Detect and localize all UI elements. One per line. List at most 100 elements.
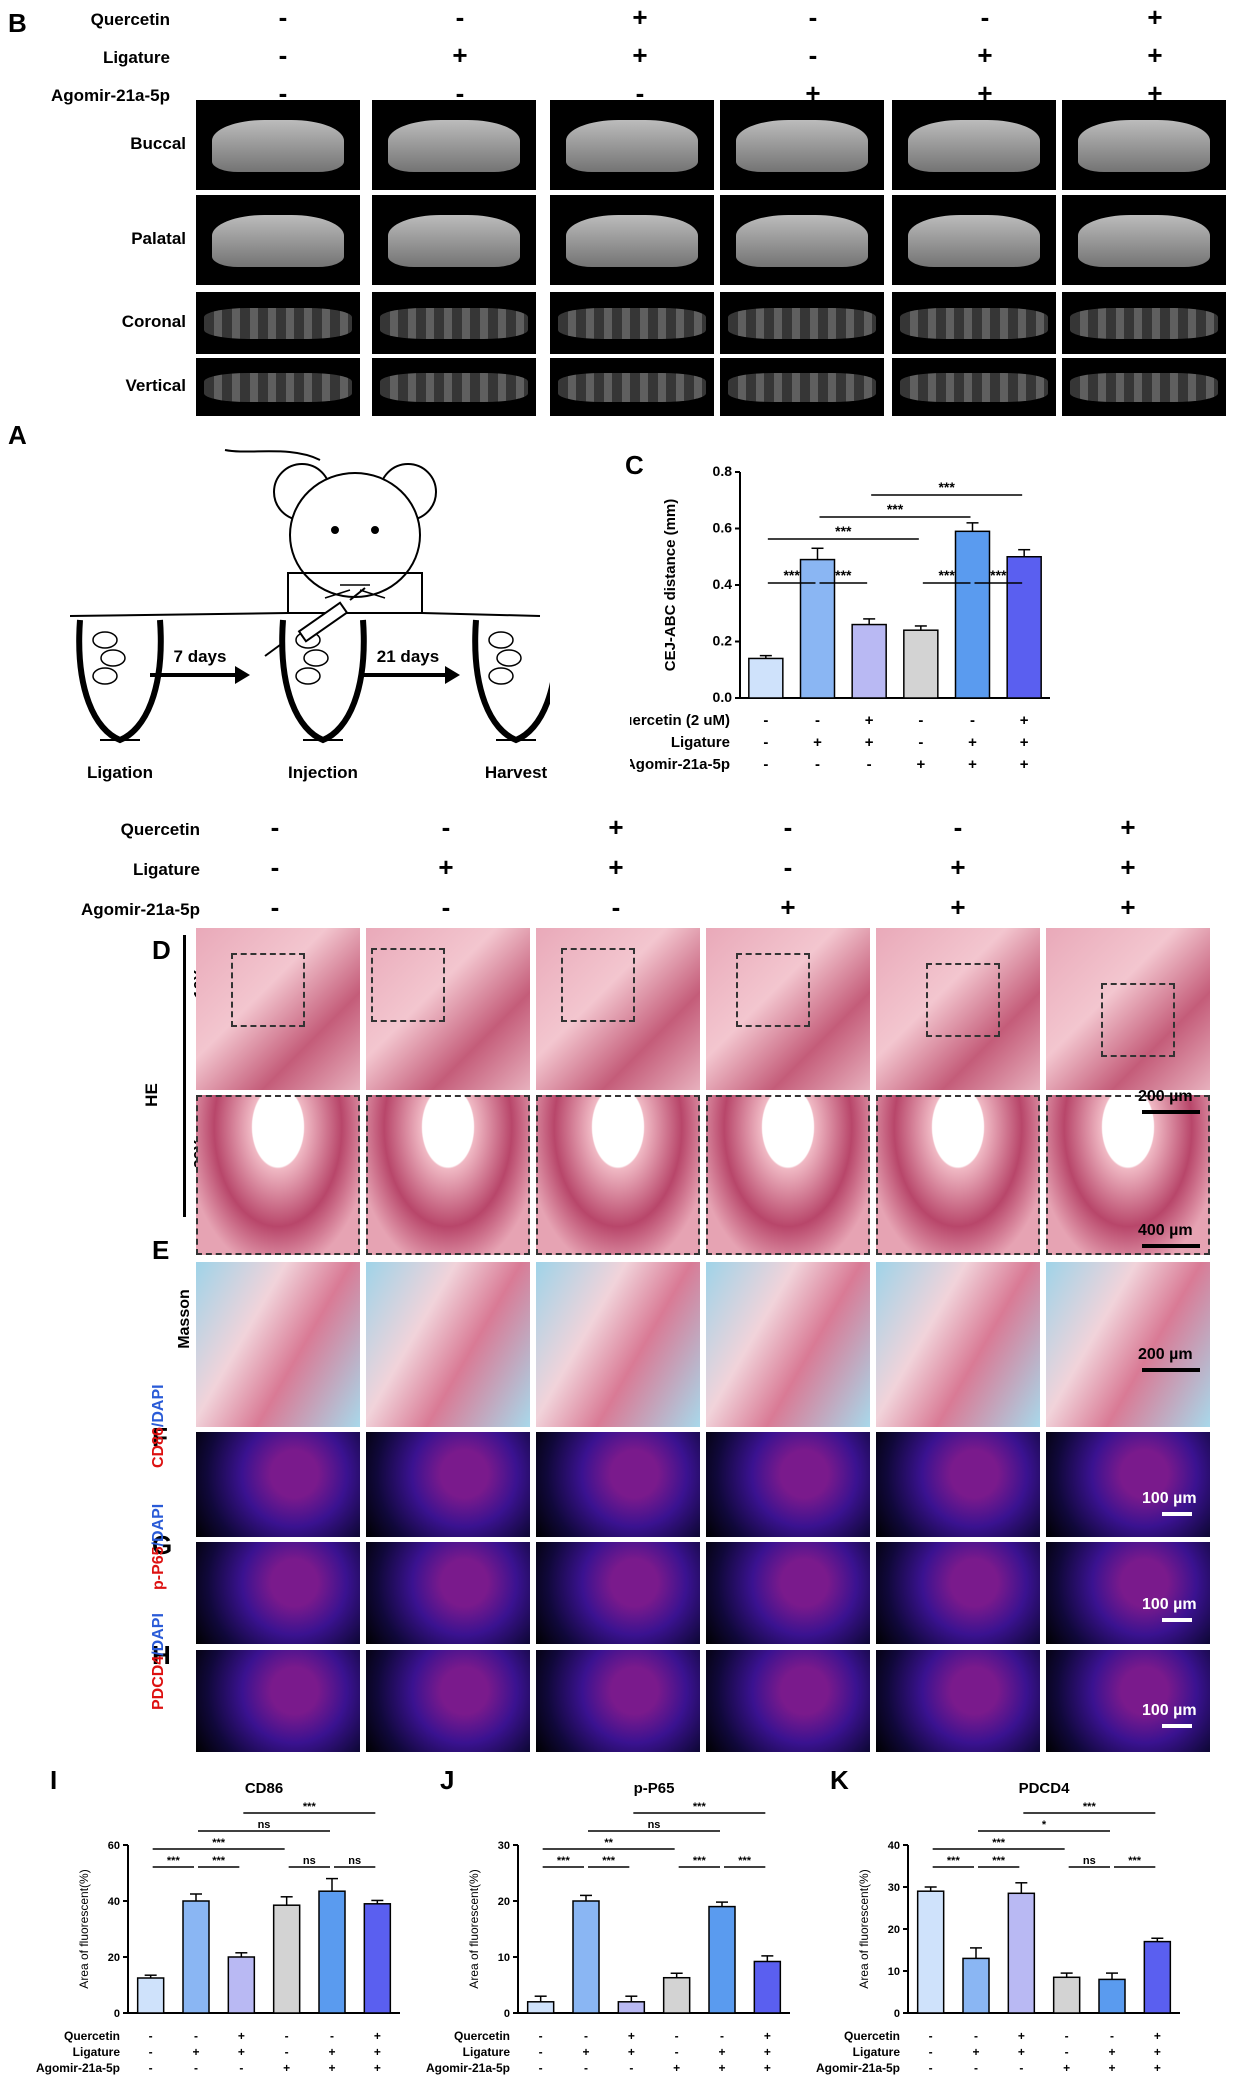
- histology-image: [366, 1095, 530, 1255]
- arrow-label-2: 21 days: [377, 647, 439, 666]
- zoom-region-box: [1101, 983, 1175, 1057]
- histology-image: [536, 1432, 700, 1537]
- bar: [363, 1903, 392, 2014]
- scale-bar-10x: 200 µm: [1138, 1088, 1193, 1105]
- condition-sign: +: [968, 756, 977, 773]
- scale-bar-g-line: [1162, 1618, 1192, 1622]
- scale-bar-h-line: [1162, 1724, 1192, 1728]
- masson-label: Masson: [175, 1289, 193, 1349]
- significance-label: ***: [887, 501, 904, 517]
- condition-sign: -: [1065, 2045, 1069, 2059]
- significance-label: ***: [938, 479, 955, 495]
- condition-sign: -: [980, 2, 990, 32]
- panel-label-f: F: [152, 1422, 168, 1452]
- bar: [182, 1900, 210, 2014]
- significance-label: ***: [947, 1855, 961, 1867]
- condition-sign: -: [149, 2029, 153, 2043]
- y-tick-label: 40: [888, 1840, 900, 1852]
- histology-image: [876, 928, 1040, 1090]
- microct-image: [1062, 292, 1226, 354]
- condition-sign: +: [764, 2045, 771, 2059]
- condition-sign: +: [283, 2061, 290, 2075]
- zoom-region-box: [736, 953, 810, 1027]
- scale-bar-g: 100 µm: [1142, 1596, 1197, 1613]
- y-tick-label: 40: [108, 1896, 120, 1908]
- chart-cej-abc: 0.0 0.2 0.4 0.6 0.8 CEJ-ABC distance (mm) *** *…: [630, 463, 1050, 773]
- condition-sign: -: [441, 892, 451, 922]
- condition-label: Quercetin (2 uM): [630, 712, 730, 729]
- condition-sign: -: [455, 78, 465, 108]
- bar: [954, 530, 991, 699]
- microct-image: [550, 100, 714, 190]
- y-axis-label: Area of fluorescent(%): [467, 1869, 481, 1988]
- condition-sign: +: [628, 2029, 635, 2043]
- histology-image: [196, 1542, 360, 1644]
- condition-sign: -: [441, 812, 451, 842]
- histology-image: [536, 1542, 700, 1644]
- chart-title: p-P65: [634, 1780, 675, 1797]
- condition-sign: +: [1154, 2045, 1161, 2059]
- condition-sign: +: [374, 2045, 381, 2059]
- condition-sign: -: [1019, 2061, 1023, 2075]
- step-label-harvest: Harvest: [485, 763, 548, 782]
- histology-image: [706, 1542, 870, 1644]
- microct-image: [720, 195, 884, 285]
- condition-label: Quercetin: [64, 2029, 120, 2043]
- condition-label: Ligature: [671, 734, 730, 751]
- condition-sign: +: [452, 40, 468, 70]
- significance-label: ns: [348, 1855, 361, 1867]
- condition-sign: +: [780, 892, 796, 922]
- bar: [1006, 556, 1042, 699]
- microct-image: [372, 358, 536, 416]
- condition-sign: -: [929, 2029, 933, 2043]
- histology-image: [366, 1262, 530, 1427]
- condition-sign: +: [968, 734, 977, 751]
- microct-image: [372, 100, 536, 190]
- condition-sign: +: [972, 2045, 979, 2059]
- significance-label: ***: [212, 1855, 226, 1867]
- scale-bar-f: 100 µm: [1142, 1490, 1197, 1507]
- panel-label-k: K: [830, 1765, 849, 1795]
- significance-label: ***: [992, 1855, 1006, 1867]
- condition-sign: +: [374, 2029, 381, 2043]
- condition-sign: -: [867, 756, 872, 773]
- bar: [662, 1976, 691, 2014]
- condition-sign: -: [720, 2029, 724, 2043]
- significance-label: ***: [602, 1855, 616, 1867]
- histology-image: [706, 928, 870, 1090]
- step-label-injection: Injection: [288, 763, 358, 782]
- microct-image: [372, 292, 536, 354]
- microct-image: [196, 292, 360, 354]
- condition-sign: -: [149, 2045, 153, 2059]
- mouse-icon: [224, 449, 437, 614]
- condition-label: Quercetin: [844, 2029, 900, 2043]
- condition-sign: +: [718, 2045, 725, 2059]
- condition-sign: -: [783, 812, 793, 842]
- condition-sign: +: [374, 2061, 381, 2075]
- histology-image: [876, 1542, 1040, 1644]
- bar: [753, 1960, 782, 2014]
- scale-bar-masson-line: [1142, 1368, 1200, 1372]
- condition-sign: +: [632, 2, 648, 32]
- condition-sign: -: [455, 2, 465, 32]
- y-tick-label: 10: [888, 1966, 900, 1978]
- condition-sign: -: [929, 2061, 933, 2075]
- condition-label: Ligature: [102, 48, 170, 67]
- histology-image: [706, 1650, 870, 1752]
- bar: [1007, 1892, 1036, 2014]
- y-tick-label: 60: [108, 1840, 120, 1852]
- y-axis-label: CEJ-ABC distance (mm): [662, 499, 679, 672]
- bar: [962, 1957, 990, 2014]
- condition-sign: -: [285, 2045, 289, 2059]
- histology-image: [876, 1432, 1040, 1537]
- condition-sign: -: [808, 2, 818, 32]
- condition-sign: +: [1154, 2061, 1161, 2075]
- condition-sign: +: [1108, 2045, 1115, 2059]
- y-tick-label: 10: [498, 1952, 510, 1964]
- histology-image: [196, 1095, 360, 1255]
- histology-image: [1046, 1542, 1210, 1644]
- condition-sign: +: [1020, 712, 1029, 729]
- bar: [272, 1904, 301, 2014]
- significance-label: ***: [557, 1855, 571, 1867]
